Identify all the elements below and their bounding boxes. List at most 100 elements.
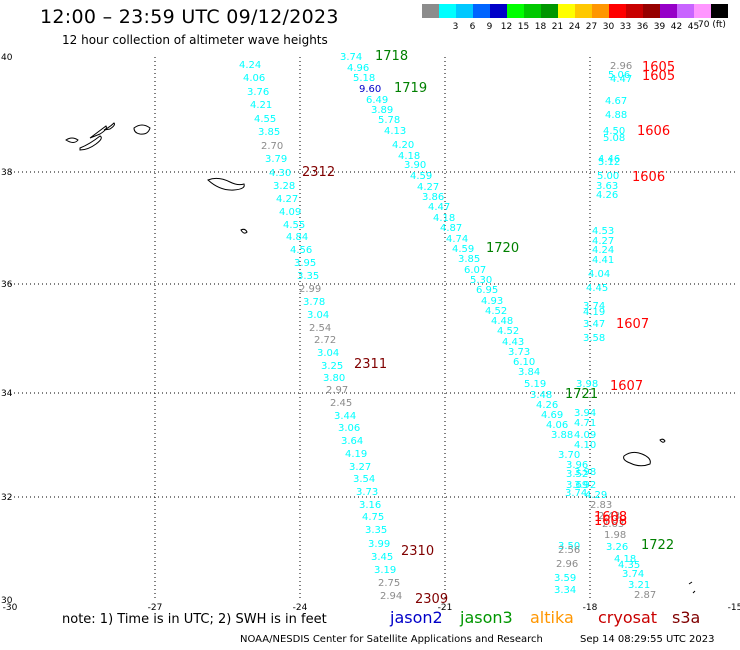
- wave-height-value: 4.06: [243, 73, 265, 84]
- wave-height-value: 2.96: [610, 61, 632, 72]
- legend-swatch: [660, 4, 677, 18]
- wave-height-value: 6.49: [366, 95, 388, 106]
- wave-height-value: 3.63: [596, 181, 618, 192]
- wave-height-value: 3.50: [558, 541, 580, 552]
- legend-label: 30: [602, 22, 615, 32]
- lat-tick-label: 32: [1, 493, 12, 503]
- wave-height-value: 4.13: [384, 126, 406, 137]
- wave-height-value: 4.41: [592, 255, 614, 266]
- wave-height-value: 2.96: [556, 559, 578, 570]
- wave-height-value: 3.74: [565, 488, 587, 499]
- island-outline: [240, 228, 248, 234]
- wave-height-value: 2.54: [309, 323, 331, 334]
- island-outline: [65, 137, 79, 143]
- wave-height-value: 3.44: [334, 411, 356, 422]
- track-id-label: 1720: [486, 241, 519, 256]
- wave-height-value: 4.43: [502, 337, 524, 348]
- wave-height-value: 3.45: [371, 552, 393, 563]
- lat-tick-label: 34: [1, 389, 13, 399]
- wave-height-value: 4.50: [603, 126, 625, 137]
- wave-height-value: 4.55: [283, 220, 305, 231]
- wave-height-value: 2.45: [330, 398, 352, 409]
- wave-height-value: 9.60: [359, 84, 381, 95]
- island-outline: [688, 581, 696, 594]
- legend-label: 12: [500, 22, 513, 32]
- wave-height-value: 4.84: [286, 232, 308, 243]
- wave-height-value: 3.92: [574, 480, 596, 491]
- wave-height-value: 5.78: [378, 115, 400, 126]
- wave-height-value: 6.10: [513, 357, 535, 368]
- wave-height-value: 3.54: [353, 474, 375, 485]
- legend-label: 33: [619, 22, 632, 32]
- legend-swatch: [694, 4, 711, 18]
- map-axes: -30 -27 -24 -21 -18 -15 40 38 36 34 32 30: [1, 53, 740, 613]
- wave-height-value: 3.95: [294, 258, 316, 269]
- island-outline: [79, 135, 102, 151]
- legend-swatch: [626, 4, 643, 18]
- wave-height-value: 4.59: [410, 171, 432, 182]
- wave-height-value: 4.27: [417, 182, 439, 193]
- wave-height-value: 4.10: [574, 440, 596, 451]
- legend-swatch: [575, 4, 592, 18]
- track-id-label: 1719: [394, 81, 427, 96]
- wave-height-value: 4.47: [428, 202, 450, 213]
- footnote: note: 1) Time is in UTC; 2) SWH is in fe…: [62, 612, 327, 627]
- legend-swatch: [524, 4, 541, 18]
- wave-height-value: 4.18: [614, 554, 636, 565]
- track-id-label: 1605: [642, 60, 675, 75]
- wave-height-value: 3.69: [566, 480, 588, 491]
- wave-height-value: 3.73: [508, 347, 530, 358]
- satellite-altika-label: altika: [530, 608, 574, 627]
- track-id-label: 2309: [415, 592, 448, 607]
- wave-height-value: 4.69: [541, 410, 563, 421]
- observation-labels: 3.744.965.189.606.493.895.784.134.204.18…: [239, 52, 656, 602]
- wave-height-value: 3.04: [307, 310, 329, 321]
- legend-label: 27: [585, 22, 598, 32]
- wave-height-value: 3.84: [518, 367, 540, 378]
- wave-height-value: 5.08: [603, 133, 625, 144]
- wave-height-value: 3.74: [340, 52, 362, 63]
- wave-height-value: 2.97: [326, 385, 348, 396]
- satellite-jason2-label: jason2: [390, 608, 443, 627]
- island-outline: [133, 124, 151, 135]
- wave-height-value: 3.58: [583, 333, 605, 344]
- wave-height-value: 3.79: [265, 154, 287, 165]
- lat-tick-label: 36: [1, 280, 13, 290]
- wave-height-value: 4.06: [546, 420, 568, 431]
- legend-swatch: [439, 4, 456, 18]
- wave-height-value: 4.74: [446, 234, 468, 245]
- legend-swatch: [473, 4, 490, 18]
- wave-height-value: 3.90: [404, 160, 426, 171]
- wave-height-value: 2.63: [602, 519, 624, 530]
- wave-height-value: 2.99: [299, 284, 321, 295]
- satellite-jason3-label: jason3: [460, 608, 513, 627]
- wave-height-value: 5.00: [597, 171, 619, 182]
- wave-height-value: 4.67: [605, 96, 627, 107]
- track-id-label: 1605: [642, 69, 675, 84]
- wave-height-value: 4.27: [276, 194, 298, 205]
- legend-swatch: [456, 4, 473, 18]
- wave-height-value: 2.56: [558, 545, 580, 556]
- lat-tick-label: 40: [1, 53, 13, 63]
- wave-height-value: 4.53: [592, 226, 614, 237]
- wave-height-value: 5.19: [524, 379, 546, 390]
- wave-height-value: 4.88: [605, 110, 627, 121]
- wave-height-value: 4.09: [279, 207, 301, 218]
- wave-height-value: 4.30: [269, 168, 291, 179]
- wave-height-value: 4.19: [583, 307, 605, 318]
- wave-height-value: 3.98: [574, 467, 596, 478]
- wave-height-value: 3.25: [321, 361, 343, 372]
- wave-height-value: 3.85: [258, 127, 280, 138]
- wave-height-value: 3.47: [583, 319, 605, 330]
- credit-text: NOAA/NESDIS Center for Satellite Applica…: [240, 634, 543, 645]
- legend-label: 3: [452, 22, 459, 32]
- wave-height-value: 3.74: [622, 569, 644, 580]
- wave-height-value: 4.48: [491, 316, 513, 327]
- wave-height-value: 4.59: [452, 244, 474, 255]
- wave-height-value: 4.45: [586, 283, 608, 294]
- wave-height-value: 6.07: [464, 265, 486, 276]
- track-id-label: 1608: [594, 514, 627, 529]
- legend-label: 15: [517, 22, 530, 32]
- island-outline: [207, 177, 245, 191]
